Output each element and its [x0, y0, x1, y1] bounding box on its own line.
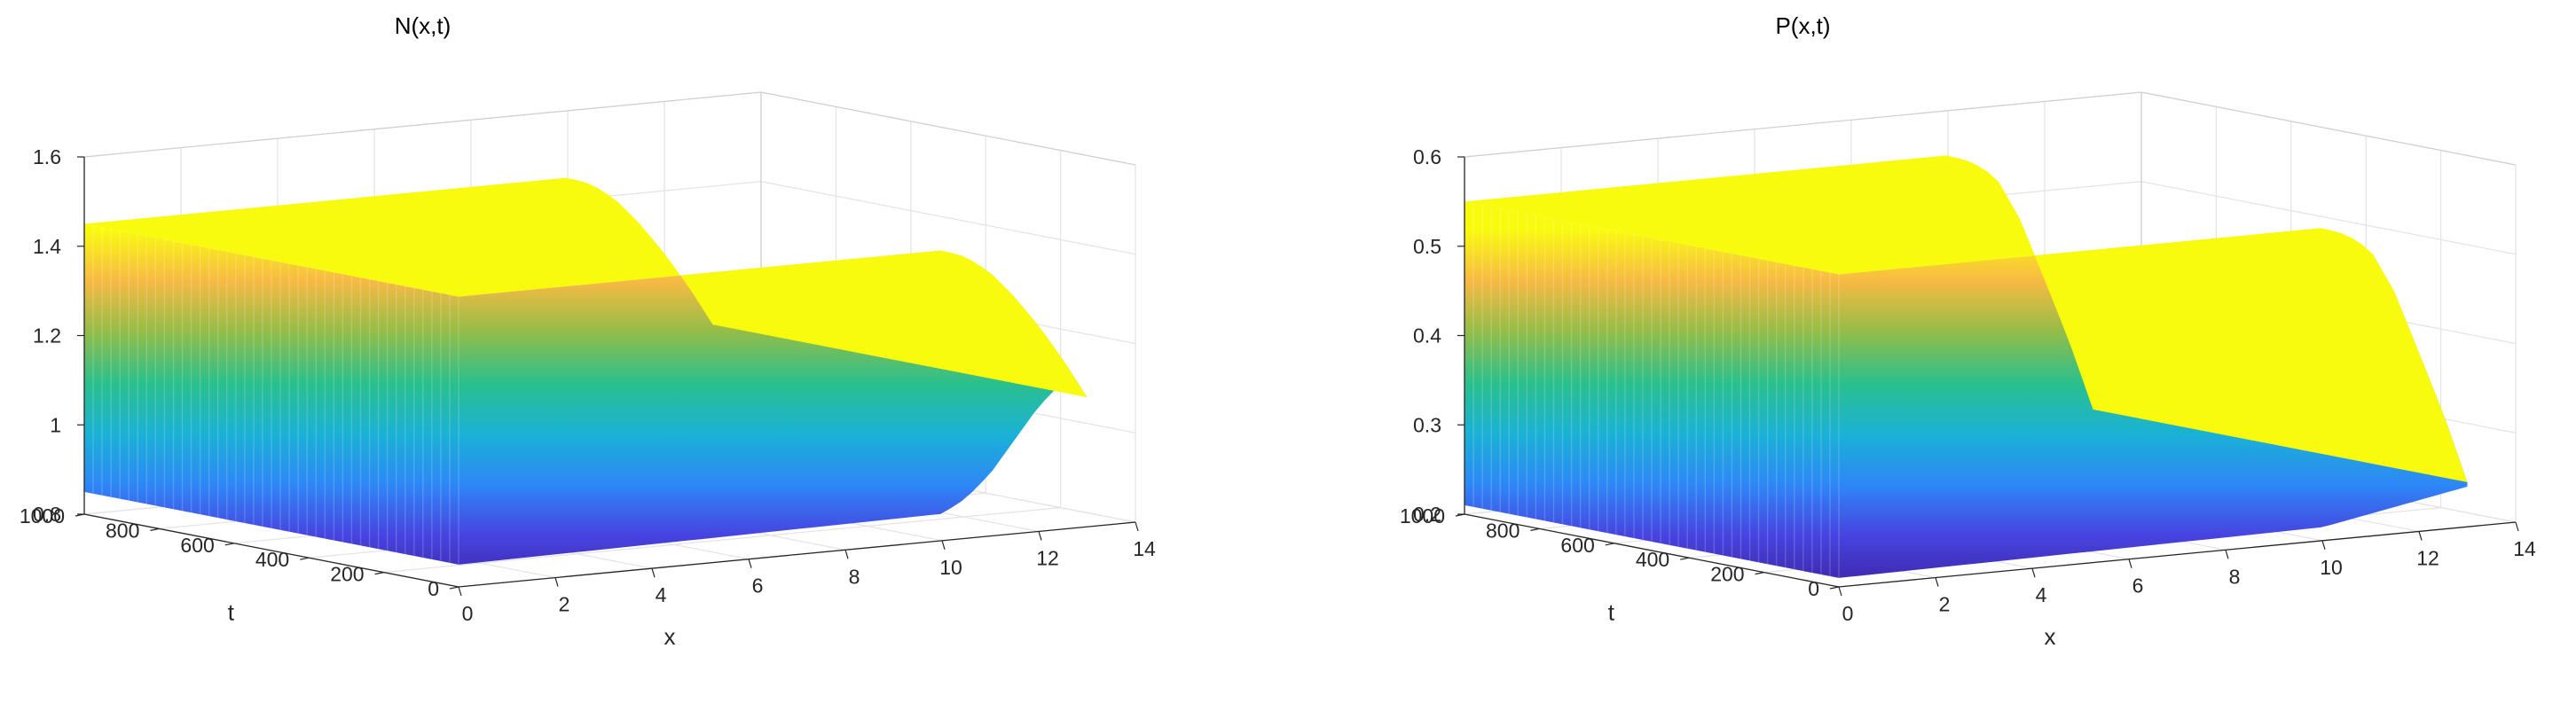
y-tick-label: 1000 — [1400, 504, 1445, 527]
z-tick-label: 1.2 — [33, 324, 61, 348]
x-tick-mark — [2321, 540, 2326, 551]
x-tick-label: 0 — [462, 602, 474, 625]
y-tick-label: 800 — [1486, 519, 1520, 542]
box-edge — [760, 91, 1136, 166]
x-tick-mark — [1838, 586, 1842, 597]
x-axis-label: x — [664, 623, 676, 650]
x-tick-label: 12 — [1036, 546, 1059, 569]
grid-line — [760, 181, 1136, 255]
x-tick-label: 8 — [849, 565, 860, 588]
surface-face — [1465, 155, 2468, 482]
grid-line — [383, 507, 1061, 574]
z-tick-label: 1.6 — [33, 145, 61, 168]
y-tick-label: 600 — [180, 534, 214, 557]
y-axis-label: t — [1608, 598, 1615, 625]
y-tick-label: 200 — [330, 563, 364, 586]
x-tick-mark — [2031, 567, 2036, 578]
y-tick-label: 400 — [1636, 548, 1669, 571]
z-tick-label: 1 — [50, 413, 61, 436]
x-axis-line — [1838, 521, 2517, 588]
x-tick-mark — [651, 567, 656, 578]
x-tick-label: 12 — [2416, 546, 2439, 569]
y-axis-label: t — [228, 598, 235, 625]
x-tick-label: 0 — [1842, 602, 1854, 625]
x-tick-label: 6 — [752, 574, 764, 598]
x-tick-mark — [1935, 577, 1939, 587]
surface-face — [84, 177, 1088, 398]
y-tick-label: 0 — [428, 577, 439, 600]
box-edge — [1464, 91, 2142, 158]
x-tick-mark — [748, 559, 752, 568]
surface-face — [1465, 201, 1839, 578]
x-tick-label: 14 — [2513, 537, 2536, 560]
y-tick-label: 1000 — [20, 504, 65, 527]
box-edge — [2140, 91, 2517, 166]
x-tick-mark — [941, 540, 946, 551]
surface — [1464, 155, 2468, 578]
x-tick-label: 14 — [1133, 537, 1156, 560]
y-axis-line — [1464, 513, 1840, 588]
x-tick-label: 10 — [939, 556, 962, 579]
z-tick-label: 1.4 — [33, 235, 61, 258]
x-tick-label: 4 — [656, 583, 667, 606]
z-tick-label: 0.3 — [1413, 413, 1441, 436]
x-tick-mark — [844, 550, 849, 559]
y-tick-label: 0 — [1808, 577, 1819, 600]
y-tick-label: 400 — [255, 548, 289, 571]
x-tick-label: 10 — [2320, 556, 2343, 579]
x-tick-mark — [1038, 531, 1042, 541]
x-tick-label: 6 — [2132, 574, 2144, 598]
x-tick-label: 8 — [2229, 565, 2241, 588]
grid-line — [2140, 181, 2517, 255]
x-tick-label: 2 — [1939, 593, 1951, 616]
x-tick-mark — [2515, 521, 2519, 532]
box-edge — [83, 91, 762, 158]
z-tick-label: 0.8 — [33, 503, 61, 526]
chart-title: N(x,t) — [395, 12, 452, 39]
x-tick-mark — [554, 577, 559, 587]
y-tick-label: 800 — [106, 519, 139, 542]
z-tick-label: 0.4 — [1413, 324, 1441, 348]
y-tick-label: 200 — [1710, 563, 1744, 586]
surface — [83, 177, 1088, 565]
x-tick-label: 4 — [2036, 583, 2047, 606]
z-tick-label: 0.6 — [1413, 145, 1441, 168]
x-axis-line — [458, 521, 1136, 588]
chart-title: P(x,t) — [1775, 12, 1830, 39]
surface-face — [84, 223, 459, 565]
x-tick-mark — [1135, 521, 1139, 532]
x-axis-label: x — [2045, 623, 2056, 650]
x-tick-label: 2 — [559, 593, 570, 616]
y-tick-label: 600 — [1560, 534, 1594, 557]
x-tick-mark — [2128, 559, 2132, 568]
x-tick-mark — [2418, 531, 2423, 541]
z-tick-label: 0.5 — [1413, 235, 1441, 258]
y-axis-line — [83, 513, 459, 588]
z-tick-label: 0.2 — [1413, 503, 1441, 526]
x-tick-mark — [458, 586, 462, 597]
x-tick-mark — [2225, 550, 2229, 559]
